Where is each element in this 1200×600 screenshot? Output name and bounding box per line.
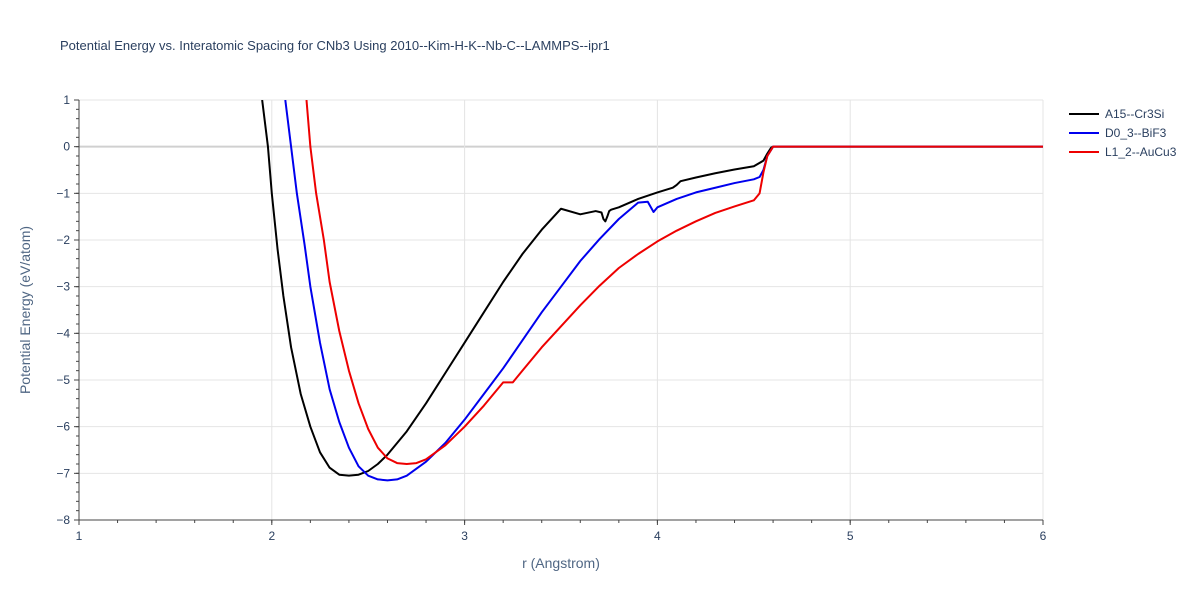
x-tick-label: 5 — [847, 529, 854, 543]
y-axis-title: Potential Energy (eV/atom) — [17, 226, 33, 394]
y-tick-label: 0 — [63, 140, 70, 154]
x-tick-label: 2 — [268, 529, 275, 543]
x-axis-title: r (Angstrom) — [522, 555, 600, 571]
y-tick-label: 1 — [63, 93, 70, 107]
y-tick-label: −7 — [56, 466, 70, 480]
legend-label: L1_2--AuCu3 — [1105, 145, 1177, 159]
legend-label: A15--Cr3Si — [1105, 107, 1164, 121]
y-tick-label: −3 — [56, 280, 70, 294]
series-line-1 — [284, 100, 1043, 482]
y-tick-label: −5 — [56, 373, 70, 387]
legend-item[interactable]: A15--Cr3Si — [1069, 107, 1164, 121]
x-tick-label: 4 — [654, 529, 661, 543]
grid-layer — [78, 99, 1044, 521]
y-tick-label: −8 — [56, 513, 70, 527]
y-tick-label: −6 — [56, 420, 70, 434]
legend[interactable]: A15--Cr3Si D0_3--BiF3 L1_2--AuCu3 — [1069, 107, 1177, 159]
chart-title: Potential Energy vs. Interatomic Spacing… — [60, 38, 610, 53]
x-tick-label: 1 — [76, 529, 83, 543]
x-tick-label: 3 — [461, 529, 468, 543]
y-tick-label: −4 — [56, 326, 70, 340]
y-tick-label: −1 — [56, 186, 70, 200]
legend-item[interactable]: D0_3--BiF3 — [1069, 126, 1167, 140]
series-line-0 — [261, 100, 1043, 477]
legend-label: D0_3--BiF3 — [1105, 126, 1167, 140]
legend-item[interactable]: L1_2--AuCu3 — [1069, 145, 1177, 159]
y-tick-label: −2 — [56, 233, 70, 247]
x-tick-label: 6 — [1040, 529, 1047, 543]
axes-layer: 1 0 −1 −2 −3 −4 −5 −6 −7 −8 1 2 3 4 5 6 — [56, 93, 1046, 543]
series-layer — [261, 100, 1043, 482]
series-line-2 — [305, 100, 1043, 465]
